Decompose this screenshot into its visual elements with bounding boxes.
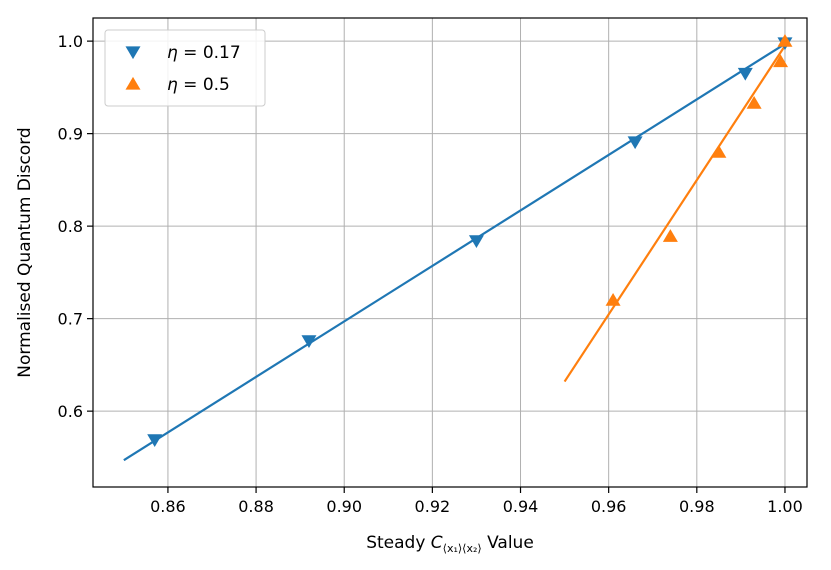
legend-box: [104, 29, 266, 107]
fit-line-series-0: [123, 42, 786, 462]
y-tick-label: 0.9: [58, 125, 83, 144]
x-axis-label-subscript: ⟨x₁⟩⟨x₂⟩: [443, 542, 482, 555]
data-point-series-1: [662, 229, 678, 242]
legend-value: = 0.5: [178, 75, 230, 95]
legend-marker-series-1: [125, 76, 141, 90]
fit-lines: [123, 42, 786, 462]
y-axis-label: Normalised Quantum Discord: [15, 127, 35, 377]
data-point-series-0: [468, 235, 484, 249]
legend-symbol: η: [167, 75, 178, 95]
data-point-series-0: [147, 434, 163, 447]
x-tick-label: 0.88: [238, 497, 274, 516]
x-tick-label: 0.94: [503, 497, 539, 516]
data-point-series-1: [711, 145, 727, 158]
data-point-series-1: [777, 34, 793, 47]
legend-value: = 0.17: [178, 43, 241, 63]
grid: [93, 18, 807, 487]
y-tick-label: 0.8: [58, 217, 83, 236]
x-tick-label: 0.98: [679, 497, 715, 516]
data-point-series-1: [773, 54, 789, 68]
data-point-series-0: [627, 136, 643, 150]
legend-label-series-1: η = 0.5: [167, 75, 230, 95]
x-tick-label: 0.92: [415, 497, 451, 516]
y-tick-label: 0.7: [58, 310, 83, 329]
legend-symbol: η: [167, 43, 178, 63]
x-tick-label: 0.86: [150, 497, 186, 516]
y-tick-label: 0.6: [58, 402, 83, 421]
x-axis-label: Steady C⟨x₁⟩⟨x₂⟩ Value: [366, 533, 534, 555]
data-point-series-0: [301, 335, 317, 348]
x-tick-label: 0.90: [326, 497, 362, 516]
legend-label-series-0: η = 0.17: [167, 43, 241, 63]
legend: η = 0.17η = 0.5: [104, 29, 266, 107]
data-point-series-1: [605, 293, 621, 306]
data-points: [147, 34, 793, 447]
x-axis-label-suffix: Value: [482, 533, 534, 553]
x-tick-label: 1.00: [767, 497, 803, 516]
x-axis-label-symbol: C: [431, 533, 443, 553]
data-point-series-0: [737, 67, 753, 81]
plot-frame: [92, 17, 808, 488]
x-axis-label-prefix: Steady: [366, 533, 431, 553]
fit-line-series-1: [563, 45, 786, 383]
x-tick-label: 0.96: [591, 497, 627, 516]
y-tick-label: 1.0: [58, 32, 83, 51]
legend-marker-series-0: [125, 46, 141, 60]
data-point-series-1: [746, 95, 762, 109]
y-axis-ticks: 0.6 0.7 0.8 0.9 1.0: [58, 32, 93, 421]
x-axis-ticks: 0.86 0.88 0.90 0.92 0.94 0.96 0.98 1.00: [150, 487, 803, 516]
